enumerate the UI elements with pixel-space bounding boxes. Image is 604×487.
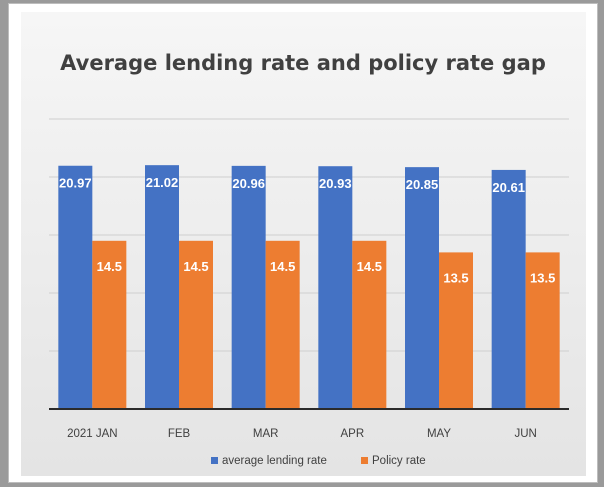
data-label: 20.93 [319, 176, 352, 191]
bar-policy-rate [179, 240, 213, 409]
data-label: 20.96 [232, 176, 265, 191]
legend: average lending rate Policy rate [211, 455, 426, 467]
bar-policy-rate [265, 240, 300, 409]
bar-lending-rate [145, 165, 179, 409]
x-tick-label: JUN [514, 428, 536, 440]
data-label: 14.5 [270, 259, 295, 274]
x-tick-label: MAR [253, 428, 279, 440]
bar-lending-rate [58, 165, 93, 409]
bar-lending-rate [318, 166, 353, 409]
gridlines [49, 118, 569, 352]
bar-lending-rate [405, 167, 439, 409]
data-label: 13.5 [443, 270, 468, 285]
bar-policy-rate [439, 252, 473, 409]
bar-lending-rate [231, 165, 266, 409]
bar-chart: Average lending rate and policy rate gap… [49, 51, 569, 467]
bar-policy-rate [92, 240, 127, 409]
legend-swatch [361, 457, 368, 464]
chart-frame: Average lending rate and policy rate gap… [8, 3, 598, 483]
x-tick-label: MAY [427, 428, 451, 440]
x-tick-labels: 2021 JAN FEB MAR APR MAY JUN [67, 428, 537, 440]
data-label: 14.5 [357, 259, 382, 274]
bars [58, 165, 560, 409]
data-label: 13.5 [530, 270, 555, 285]
x-tick-label: APR [341, 428, 365, 440]
data-label: 14.5 [97, 259, 122, 274]
legend-label: Policy rate [372, 455, 426, 467]
chart-area: Average lending rate and policy rate gap… [21, 12, 586, 476]
legend-swatch [211, 457, 218, 464]
data-label: 20.97 [59, 176, 92, 191]
bar-policy-rate [352, 240, 387, 409]
x-tick-label: 2021 JAN [67, 428, 118, 440]
data-label: 14.5 [183, 259, 208, 274]
chart-title: Average lending rate and policy rate gap [60, 51, 546, 75]
bar-policy-rate [525, 252, 560, 409]
data-label: 20.61 [492, 180, 525, 195]
data-label: 21.02 [146, 175, 179, 190]
bar-lending-rate [491, 169, 526, 409]
legend-label: average lending rate [222, 455, 327, 467]
data-label: 20.85 [406, 177, 439, 192]
data-labels: 20.97 14.5 21.02 14.5 20.96 14.5 20.93 14.5 20.8… [59, 175, 555, 285]
x-tick-label: FEB [168, 428, 191, 440]
